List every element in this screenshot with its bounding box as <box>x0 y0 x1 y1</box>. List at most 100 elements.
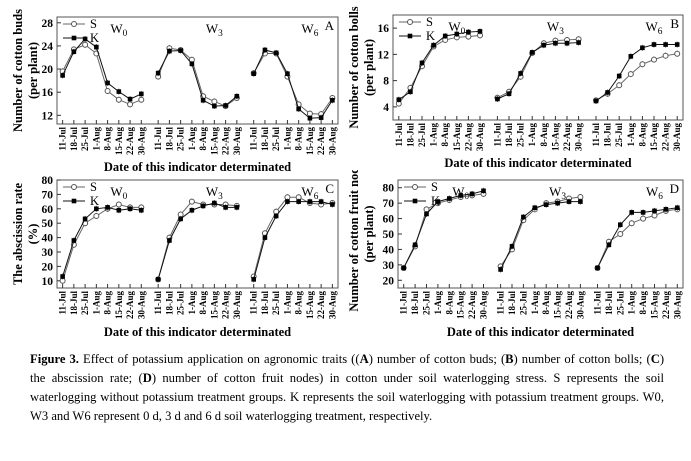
legend-label: S <box>426 15 433 29</box>
x-tick-label: 18-Jul <box>504 123 514 148</box>
data-point-k <box>285 199 290 204</box>
legend-marker-k <box>71 198 77 204</box>
x-tick-label: 18-Jul <box>507 291 517 316</box>
data-point-k <box>543 202 549 207</box>
data-point-k <box>273 50 279 56</box>
y-tick-label: 70 <box>383 198 395 210</box>
x-tick-label: 22-Aug <box>316 127 326 156</box>
x-tick-label: 11-Jul <box>593 291 603 315</box>
legend-label: K <box>431 194 440 208</box>
data-point-k <box>564 40 570 46</box>
data-point-s <box>138 96 145 103</box>
legend-marker-s <box>407 19 413 25</box>
legend-marker-k <box>412 198 418 204</box>
data-point-k <box>105 80 110 86</box>
data-point-k <box>189 61 195 67</box>
y-tick-label: 30 <box>42 247 54 259</box>
series-line-s <box>403 193 484 269</box>
data-point-k <box>435 199 441 204</box>
data-point-k <box>498 267 503 272</box>
data-point-s <box>93 213 100 219</box>
x-tick-label: 18-Jul <box>260 291 270 316</box>
data-point-k <box>454 31 460 37</box>
x-tick-label: 25-Jul <box>176 291 186 316</box>
x-tick-label: 11-Jul <box>394 123 404 147</box>
x-tick-label: 11-Jul <box>58 127 68 151</box>
data-point-k <box>285 71 290 76</box>
x-tick-label: 15-Aug <box>114 127 124 156</box>
data-point-k <box>116 207 122 213</box>
x-tick-label: 1-Aug <box>91 291 101 315</box>
group-label-w3: W3 <box>547 19 564 37</box>
data-point-k <box>318 115 324 120</box>
x-tick-label: 8-Aug <box>637 123 647 147</box>
plot-frame <box>392 14 684 121</box>
data-point-s <box>188 198 195 205</box>
data-point-k <box>663 42 668 47</box>
data-point-k <box>578 199 583 204</box>
data-point-s <box>617 231 624 237</box>
x-tick-label: 30-Aug <box>475 123 485 152</box>
x-tick-label: 1-Aug <box>527 123 537 147</box>
x-tick-label: 25-Jul <box>615 291 625 316</box>
caption-text: ) number of cotton fruit nodes) in cotto… <box>30 371 665 423</box>
x-tick-label: 25-Jul <box>271 291 281 316</box>
figure-label: Figure 3. <box>30 352 79 366</box>
caption-text: Effect of potassium application on agron… <box>78 352 360 366</box>
series-line-s <box>157 47 238 107</box>
data-point-k <box>442 33 448 39</box>
y-axis-label: Number of cotton fruit nodes(per plant) <box>347 170 376 312</box>
x-tick-label: 30-Aug <box>327 127 337 156</box>
data-point-k <box>529 50 535 55</box>
data-point-k <box>674 42 680 47</box>
group-label-w0: W0 <box>110 21 127 39</box>
x-tick-label: 18-Jul <box>69 127 79 152</box>
data-point-k <box>616 73 622 79</box>
data-point-s <box>640 215 647 222</box>
y-axis-label: The abscission rate(%) <box>11 183 40 286</box>
data-point-k <box>481 188 486 194</box>
data-point-k <box>663 207 669 212</box>
data-point-s <box>616 82 623 89</box>
x-tick-label: 15-Aug <box>114 291 124 320</box>
x-tick-label: 8-Aug <box>638 291 648 315</box>
series-line-s <box>597 208 678 269</box>
data-point-k <box>262 235 268 240</box>
data-point-k <box>307 115 313 121</box>
x-tick-label: 30-Aug <box>672 123 682 152</box>
x-tick-label: 25-Jul <box>417 123 427 148</box>
x-tick-label: 25-Jul <box>422 291 432 316</box>
data-point-s <box>628 220 635 227</box>
y-axis-label-line: Number of cotton fruit nodes <box>347 170 361 312</box>
data-point-k <box>651 42 657 47</box>
y-tick-label: 4 <box>383 102 389 114</box>
legend-marker-k <box>407 33 413 39</box>
x-tick-label: 25-Jul <box>80 127 90 152</box>
data-point-k <box>139 207 144 213</box>
data-point-k <box>593 98 599 104</box>
x-tick-label: 8-Aug <box>294 127 304 151</box>
data-point-k <box>541 42 547 48</box>
data-point-k <box>82 36 88 42</box>
y-axis-label-line: The abscission rate <box>11 183 25 286</box>
y-tick-label: 24 <box>42 41 54 53</box>
x-tick-label: 18-Jul <box>164 127 174 152</box>
data-point-k <box>167 48 172 54</box>
data-point-k <box>71 49 77 55</box>
y-tick-label: 20 <box>42 64 54 76</box>
x-tick-label: 15-Aug <box>452 123 462 152</box>
legend-label: K <box>426 29 435 43</box>
x-tick-label: 8-Aug <box>444 291 454 315</box>
x-tick-label: 25-Jul <box>516 123 526 148</box>
panel-letter: C <box>325 181 334 196</box>
x-tick-label: 1-Aug <box>187 291 197 315</box>
y-axis-label-line: (per plant) <box>362 205 376 262</box>
x-axis-label: Date of this indicator determinated <box>104 325 291 339</box>
x-tick-label: 1-Aug <box>429 123 439 147</box>
y-tick-label: 10 <box>42 276 54 288</box>
data-point-k <box>401 265 406 271</box>
x-tick-label: 1-Aug <box>433 291 443 315</box>
x-tick-label: 18-Jul <box>405 123 415 148</box>
data-point-k <box>518 71 523 76</box>
